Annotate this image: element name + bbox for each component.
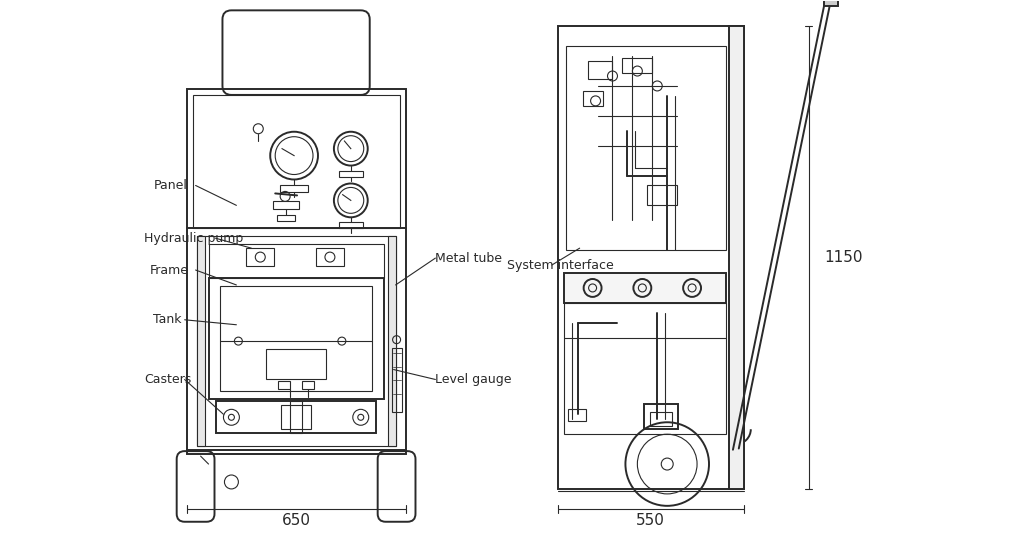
Bar [197,236,395,446]
Bar [583,91,602,106]
Bar [729,26,743,489]
Bar [558,26,743,489]
Bar [209,244,384,278]
Bar [290,401,302,433]
Text: Level gauge: Level gauge [435,373,512,386]
Bar [316,248,344,266]
Bar [282,405,311,429]
Bar [824,0,839,7]
Text: Casters: Casters [143,373,191,386]
Bar [302,382,314,389]
Text: 1150: 1150 [824,250,863,265]
Text: Frame: Frame [150,264,188,276]
Bar [388,236,395,446]
Bar [650,413,672,426]
Bar [644,404,678,429]
Bar [391,348,401,413]
Text: Metal tube: Metal tube [435,252,503,264]
Bar [564,273,726,303]
Bar [209,278,384,399]
Bar [273,201,299,210]
Bar [339,170,362,176]
Text: System interface: System interface [507,259,613,272]
Bar [278,215,295,221]
Bar [281,185,308,192]
Bar [647,185,677,205]
Text: Tank: Tank [153,314,181,326]
Bar [588,61,612,79]
Bar [567,409,586,421]
Bar [197,236,205,446]
Text: 550: 550 [636,513,666,528]
Bar [565,46,726,250]
Bar [279,382,290,389]
Bar [623,58,652,73]
Text: Panel: Panel [154,179,187,192]
Bar [220,286,372,392]
Bar [193,95,399,228]
Bar [247,248,274,266]
Text: Hydraulic pump: Hydraulic pump [143,232,243,244]
Bar [216,401,376,433]
Bar [339,222,362,228]
Bar [266,349,326,379]
Bar [564,303,726,434]
Bar [186,89,406,454]
Text: 650: 650 [282,513,310,528]
